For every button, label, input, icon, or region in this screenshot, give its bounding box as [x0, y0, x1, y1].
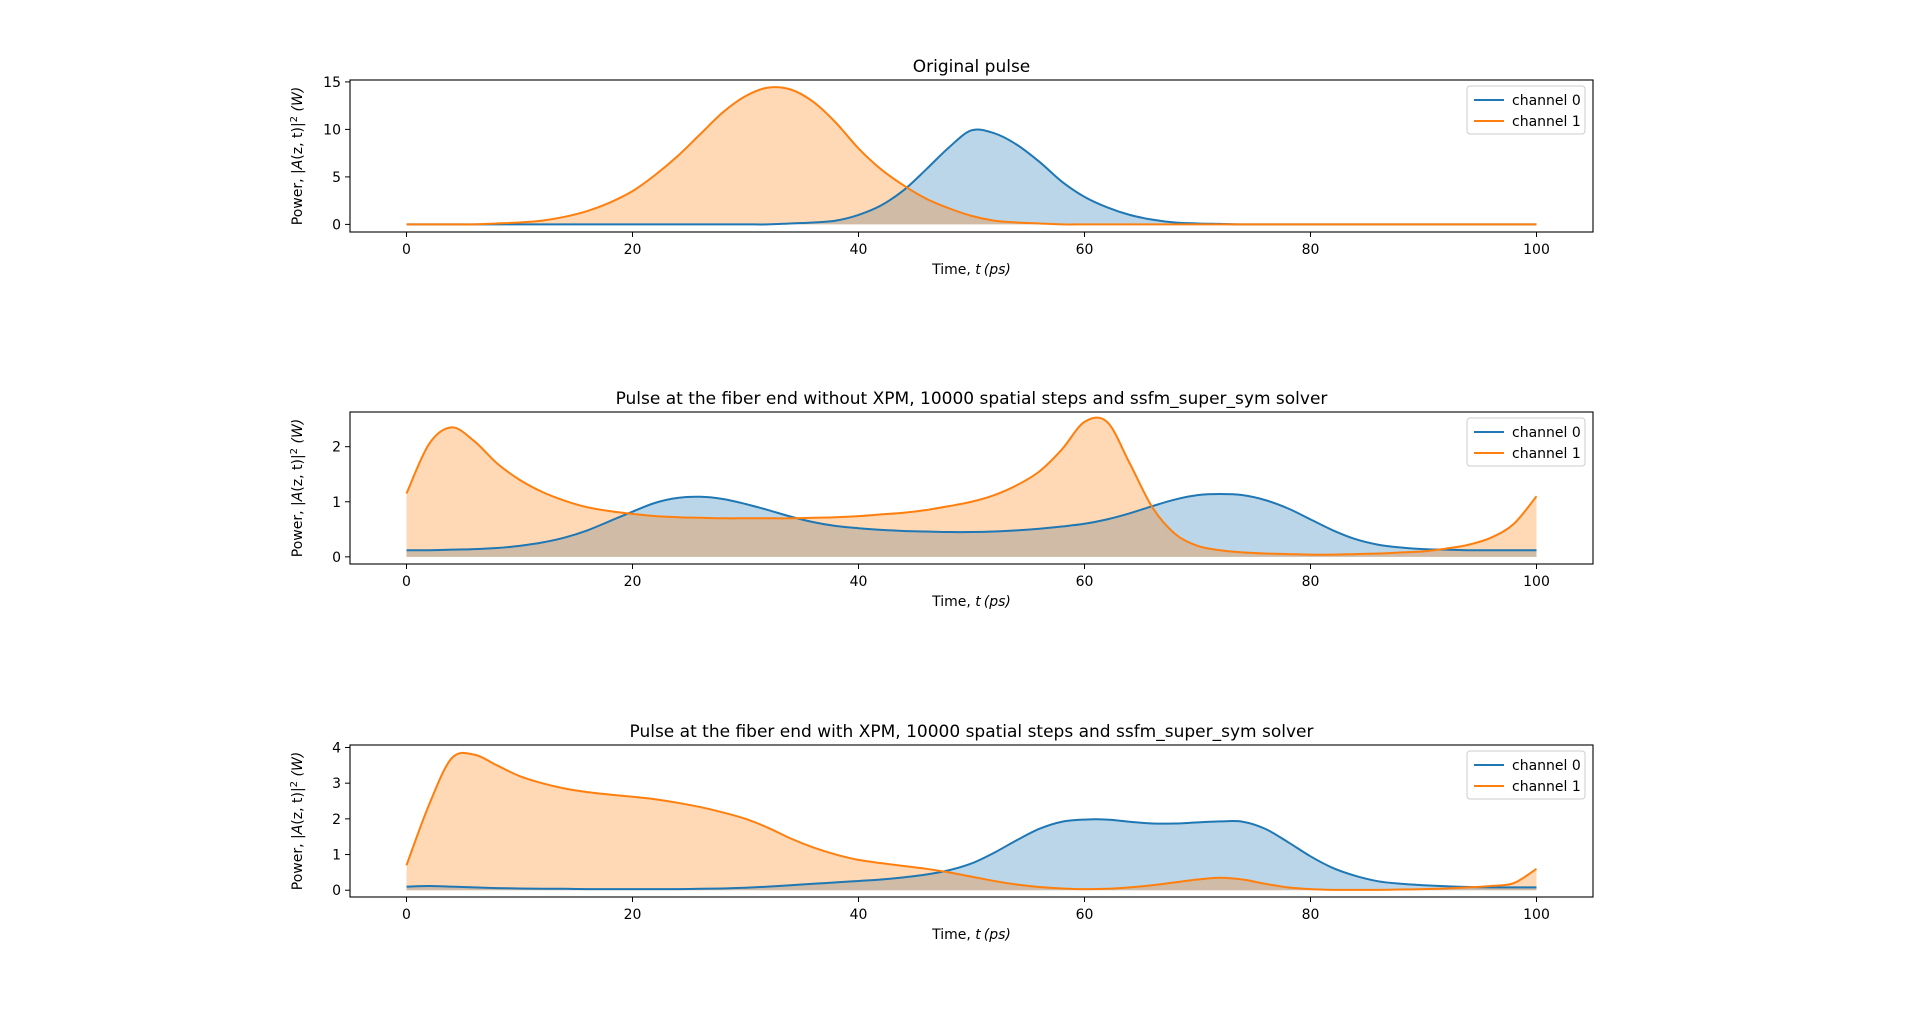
- legend-label-channel-0: channel 0: [1512, 758, 1581, 774]
- series-line-channel-1: [406, 86, 1537, 226]
- y-axis-label: Power, |A(z, t)|2 (W): [289, 419, 307, 558]
- x-axis-label: Time, t (ps): [931, 594, 1011, 610]
- x-tick-label: 100: [1523, 574, 1550, 590]
- y-label-args: (z, t)|: [290, 454, 306, 491]
- y-label-func: A: [290, 160, 306, 171]
- legend: channel 0 channel 1: [1466, 85, 1586, 135]
- x-tick-label: 60: [1076, 907, 1094, 923]
- x-tick-label: 100: [1523, 907, 1550, 923]
- axes-frame: [349, 79, 1594, 233]
- series-fill-channel-0: [406, 494, 1537, 557]
- x-axis-label: Time, t (ps): [931, 927, 1011, 943]
- series-line-channel-0: [406, 818, 1537, 891]
- y-tick-label: 10: [323, 122, 341, 138]
- series-fill-channel-1: [406, 417, 1537, 557]
- series-fill-channel-1: [406, 752, 1537, 891]
- x-tick-label: 60: [1076, 242, 1094, 258]
- x-tick-label: 0: [402, 907, 411, 923]
- legend-label-channel-1: channel 1: [1512, 446, 1581, 462]
- x-tick-label: 20: [624, 574, 642, 590]
- y-label-func: A: [290, 492, 306, 503]
- series-line-channel-0: [406, 493, 1537, 552]
- y-tick-label: 0: [332, 217, 341, 233]
- axes-frame: [349, 411, 1594, 565]
- x-label-prefix: Time,: [931, 927, 975, 943]
- x-tick-label: 20: [624, 242, 642, 258]
- y-label-unit: (W): [290, 752, 306, 781]
- y-label-args: (z, t)|: [290, 122, 306, 159]
- x-label-prefix: Time,: [931, 594, 975, 610]
- y-label-exp: 2: [289, 448, 300, 454]
- x-tick-label: 100: [1523, 242, 1550, 258]
- x-tick-label: 80: [1302, 574, 1320, 590]
- legend: channel 0 channel 1: [1466, 417, 1586, 467]
- y-tick-label: 2: [332, 812, 341, 828]
- x-tick-label: 40: [850, 907, 868, 923]
- y-axis-label: Power, |A(z, t)|2 (W): [289, 87, 307, 226]
- y-tick-label: 0: [332, 883, 341, 899]
- chart-title: Original pulse: [913, 57, 1031, 77]
- subplot-2: Pulse at the fiber end with XPM, 10000 s…: [289, 722, 1594, 943]
- series-line-channel-1: [405, 751, 1538, 891]
- chart-title: Pulse at the fiber end with XPM, 10000 s…: [630, 722, 1314, 742]
- x-label-var: t: [975, 262, 981, 278]
- y-tick-label: 0: [332, 550, 341, 566]
- legend-label-channel-1: channel 1: [1512, 779, 1581, 795]
- x-axis-label: Time, t (ps): [931, 262, 1011, 278]
- x-tick-label: 40: [850, 242, 868, 258]
- legend-label-channel-0: channel 0: [1512, 425, 1581, 441]
- y-label-exp: 2: [289, 781, 300, 787]
- x-tick-label: 20: [624, 907, 642, 923]
- legend-label-channel-0: channel 0: [1512, 93, 1581, 109]
- series-fill-channel-0: [406, 129, 1537, 225]
- y-tick-label: 15: [323, 75, 341, 91]
- series-fill-channel-0: [406, 819, 1537, 891]
- x-tick-label: 40: [850, 574, 868, 590]
- y-label-prefix: Power, |: [290, 501, 306, 557]
- y-tick-label: 1: [332, 848, 341, 864]
- x-tick-label: 80: [1302, 242, 1320, 258]
- x-tick-label: 0: [402, 574, 411, 590]
- subplot-1: Pulse at the fiber end without XPM, 1000…: [289, 389, 1594, 610]
- y-label-prefix: Power, |: [290, 834, 306, 890]
- x-tick-label: 0: [402, 242, 411, 258]
- y-label-unit: (W): [290, 419, 306, 448]
- x-label-unit: (ps): [984, 927, 1011, 943]
- y-label-unit: (W): [290, 87, 306, 116]
- y-tick-label: 5: [332, 170, 341, 186]
- series-fill-channel-1: [406, 87, 1537, 225]
- y-label-exp: 2: [289, 116, 300, 122]
- y-tick-label: 4: [332, 740, 341, 756]
- x-label-prefix: Time,: [931, 262, 975, 278]
- chart-title: Pulse at the fiber end without XPM, 1000…: [616, 389, 1328, 409]
- x-tick-label: 60: [1076, 574, 1094, 590]
- legend-label-channel-1: channel 1: [1512, 114, 1581, 130]
- y-tick-label: 3: [332, 776, 341, 792]
- axes-frame: [349, 744, 1594, 898]
- x-label-unit: (ps): [984, 262, 1011, 278]
- series-line-channel-1: [405, 416, 1538, 556]
- x-label-var: t: [975, 594, 981, 610]
- y-tick-label: 2: [332, 440, 341, 456]
- legend: channel 0 channel 1: [1466, 750, 1586, 800]
- y-axis-label: Power, |A(z, t)|2 (W): [289, 752, 307, 891]
- x-tick-label: 80: [1302, 907, 1320, 923]
- y-label-func: A: [290, 825, 306, 836]
- x-label-var: t: [975, 927, 981, 943]
- x-label-unit: (ps): [984, 594, 1011, 610]
- y-label-args: (z, t)|: [290, 787, 306, 824]
- y-label-prefix: Power, |: [290, 169, 306, 225]
- y-tick-label: 1: [332, 495, 341, 511]
